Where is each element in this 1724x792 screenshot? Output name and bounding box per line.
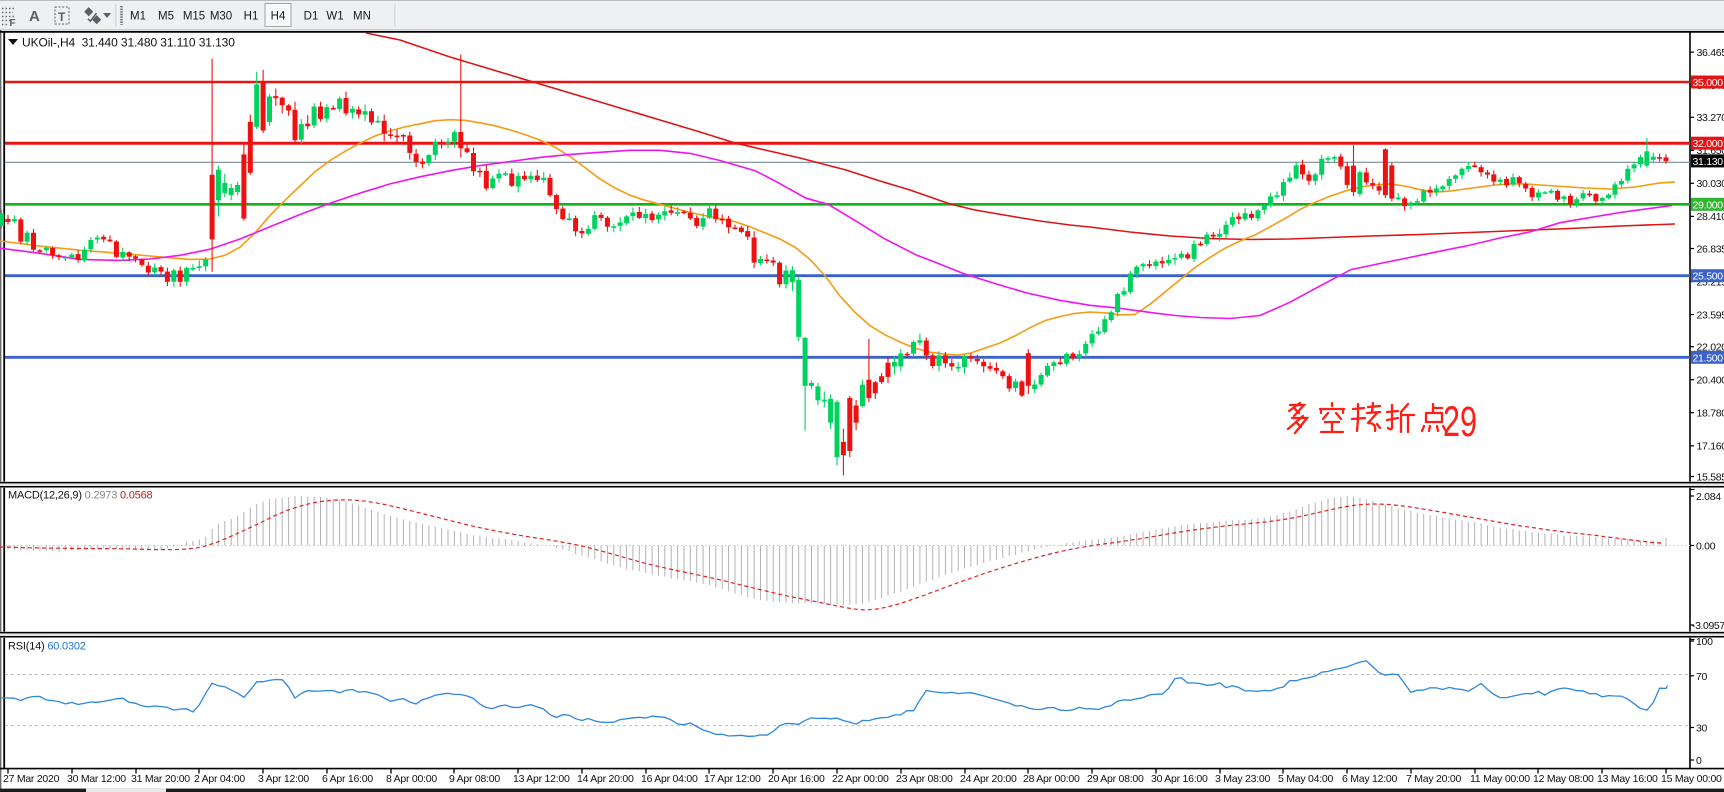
svg-text:A: A — [29, 8, 40, 25]
svg-text:3 Apr 12:00: 3 Apr 12:00 — [258, 773, 309, 785]
svg-text:32.000: 32.000 — [1693, 138, 1724, 150]
svg-text:16 Apr 04:00: 16 Apr 04:00 — [641, 773, 698, 785]
svg-text:M5: M5 — [158, 11, 174, 23]
svg-text:30 Apr 16:00: 30 Apr 16:00 — [1151, 773, 1208, 785]
svg-text:11 May 00:00: 11 May 00:00 — [1470, 773, 1530, 785]
svg-text:9 Apr 08:00: 9 Apr 08:00 — [449, 773, 500, 785]
svg-text:2.084: 2.084 — [1696, 491, 1721, 503]
svg-text:36.465: 36.465 — [1697, 47, 1724, 59]
svg-text:31.130: 31.130 — [1693, 156, 1724, 168]
svg-text:8 Apr 00:00: 8 Apr 00:00 — [386, 773, 437, 785]
svg-text:30.030: 30.030 — [1697, 178, 1724, 190]
svg-text:70: 70 — [1696, 671, 1708, 683]
svg-text:22 Apr 00:00: 22 Apr 00:00 — [832, 773, 889, 785]
svg-text:M30: M30 — [210, 11, 232, 23]
svg-text:6 May 12:00: 6 May 12:00 — [1342, 773, 1397, 785]
svg-text:17 Apr 12:00: 17 Apr 12:00 — [704, 773, 761, 785]
svg-text:23 Apr 08:00: 23 Apr 08:00 — [896, 773, 953, 785]
svg-text:13 May 16:00: 13 May 16:00 — [1597, 773, 1658, 785]
svg-text:17.160: 17.160 — [1697, 441, 1724, 453]
svg-text:23.595: 23.595 — [1697, 309, 1724, 321]
svg-text:24 Apr 20:00: 24 Apr 20:00 — [960, 773, 1017, 785]
svg-text:RSI(14) 60.0302: RSI(14) 60.0302 — [8, 641, 86, 653]
svg-text:5 May 04:00: 5 May 04:00 — [1278, 773, 1333, 785]
svg-text:29.000: 29.000 — [1693, 199, 1724, 211]
svg-text:20 Apr 16:00: 20 Apr 16:00 — [768, 773, 825, 785]
svg-text:6 Apr 16:00: 6 Apr 16:00 — [322, 773, 373, 785]
svg-text:MN: MN — [353, 11, 371, 23]
svg-text:26.835: 26.835 — [1697, 243, 1724, 255]
svg-text:M15: M15 — [183, 11, 205, 23]
svg-text:MACD(12,26,9) 0.2973 0.0568: MACD(12,26,9) 0.2973 0.0568 — [8, 490, 153, 502]
svg-text:13 Apr 12:00: 13 Apr 12:00 — [513, 773, 570, 785]
svg-text:31 Mar 20:00: 31 Mar 20:00 — [131, 773, 190, 785]
svg-text:0.00: 0.00 — [1696, 541, 1716, 553]
svg-text:100: 100 — [1696, 636, 1713, 648]
svg-text:21.500: 21.500 — [1693, 352, 1724, 364]
svg-text:H1: H1 — [244, 11, 259, 23]
svg-text:14 Apr 20:00: 14 Apr 20:00 — [577, 773, 634, 785]
svg-text:22.020: 22.020 — [1697, 342, 1724, 354]
svg-text:W1: W1 — [326, 11, 343, 23]
svg-text:28 Apr 00:00: 28 Apr 00:00 — [1023, 773, 1080, 785]
svg-text:33.270: 33.270 — [1697, 112, 1724, 124]
svg-text:12 May 08:00: 12 May 08:00 — [1533, 773, 1594, 785]
svg-text:D1: D1 — [304, 11, 319, 23]
svg-text:M1: M1 — [130, 11, 146, 23]
svg-text:15 May 00:00: 15 May 00:00 — [1661, 773, 1722, 785]
svg-text:T: T — [58, 10, 66, 24]
svg-text:30: 30 — [1696, 723, 1708, 735]
svg-text:H4: H4 — [271, 11, 286, 23]
svg-text:15.585: 15.585 — [1697, 471, 1724, 483]
svg-text:2 Apr 04:00: 2 Apr 04:00 — [194, 773, 245, 785]
svg-text:20.400: 20.400 — [1697, 375, 1724, 387]
svg-text:F: F — [10, 18, 16, 29]
svg-text:0: 0 — [1696, 755, 1702, 767]
svg-text:30 Mar 12:00: 30 Mar 12:00 — [67, 773, 126, 785]
svg-text:28.410: 28.410 — [1697, 211, 1724, 223]
svg-text:29 Apr 08:00: 29 Apr 08:00 — [1087, 773, 1144, 785]
svg-text:7 May 20:00: 7 May 20:00 — [1406, 773, 1461, 785]
svg-text:-3.0957: -3.0957 — [1692, 620, 1724, 632]
svg-text:UKOil-,H4 31.440 31.480 31.11: UKOil-,H4 31.440 31.480 31.110 31.130 — [22, 36, 235, 50]
svg-text:27 Mar 2020: 27 Mar 2020 — [3, 773, 60, 785]
svg-text:3 May 23:00: 3 May 23:00 — [1215, 773, 1270, 785]
svg-text:29: 29 — [1443, 398, 1477, 446]
svg-text:18.780: 18.780 — [1697, 408, 1724, 420]
svg-text:35.000: 35.000 — [1693, 77, 1724, 89]
svg-text:25.500: 25.500 — [1693, 271, 1724, 283]
